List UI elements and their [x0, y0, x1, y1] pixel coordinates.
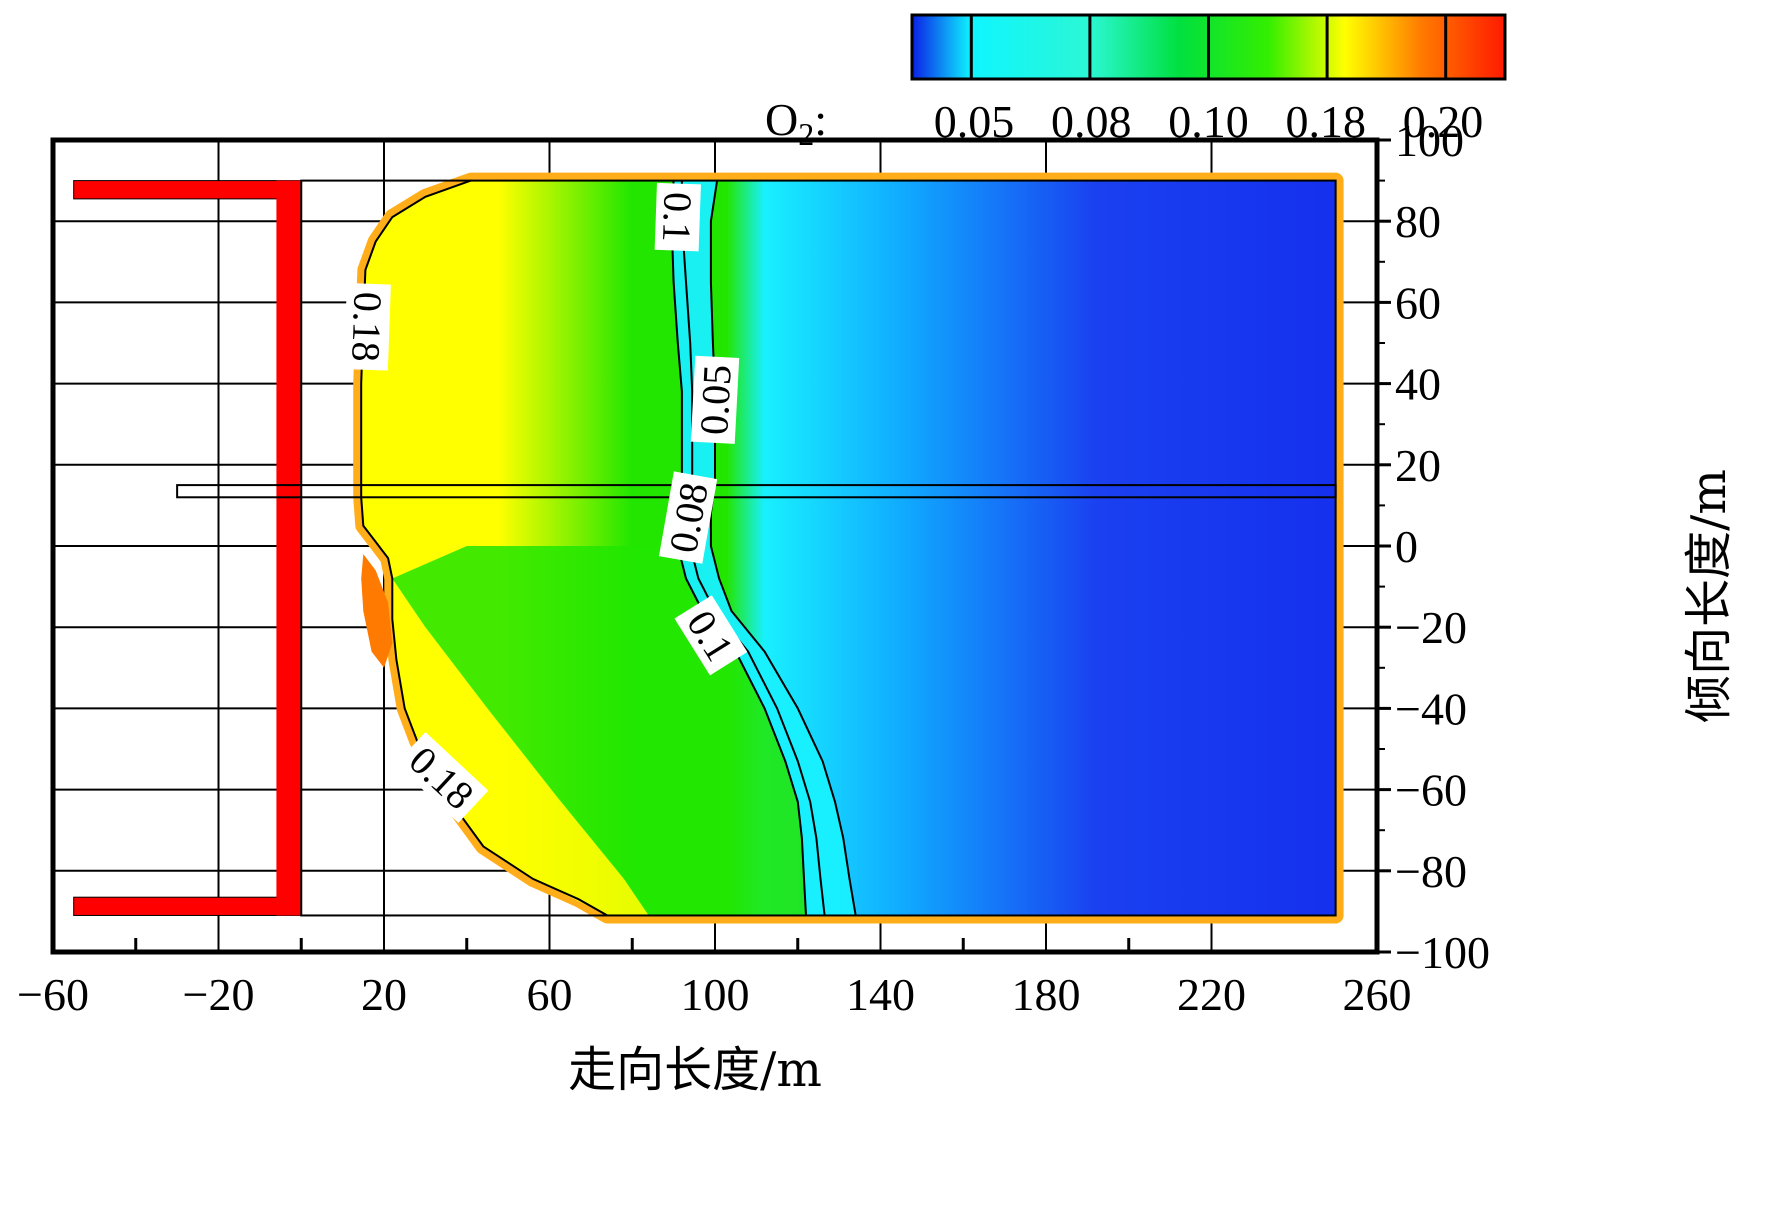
y-tick-label: 100 [1395, 115, 1464, 166]
y-tick-label: 60 [1395, 277, 1441, 328]
colorbar: 0.05 0.08 0.10 0.18 0.20 [910, 13, 1507, 147]
x-tick-label: 180 [1012, 969, 1081, 1020]
colorbar-tick-label: 0.05 [934, 96, 1015, 147]
x-tick-label: 260 [1343, 969, 1412, 1020]
working-face-bottom-arm [73, 896, 302, 916]
x-tick-label: 60 [527, 969, 573, 1020]
contour-label-text: 0.05 [691, 364, 740, 436]
colorbar-tick-label: 0.20 [1403, 96, 1484, 147]
contour-label-text: 0.1 [654, 191, 701, 243]
y-tick-label: −40 [1395, 683, 1467, 734]
x-tick-label: 20 [361, 969, 407, 1020]
contour-label-bg [658, 471, 718, 564]
y-tick-label: −20 [1395, 602, 1467, 653]
field-cyan-strip [671, 180, 856, 916]
mine-structure [73, 179, 1337, 917]
colorbar-tick-label: 0.08 [1051, 96, 1132, 147]
contour-label-bg [343, 283, 391, 371]
x-tick-label: 140 [846, 969, 915, 1020]
contour-label-bg [654, 182, 701, 252]
contour-label-1: 0.18 [343, 283, 391, 371]
roadway [176, 484, 1337, 499]
y-tick-label: 0 [1395, 521, 1418, 572]
working-face-wall [276, 180, 302, 916]
contour-label-2: 0.05 [690, 355, 740, 444]
x-tick-label: 220 [1177, 969, 1246, 1020]
working-face-top-arm [73, 180, 302, 200]
colorbar-title: O2: [765, 94, 827, 152]
y-axis-title: 倾向长度/m [1681, 469, 1737, 723]
contour-label-text: 0.18 [343, 291, 390, 363]
goaf-outline [300, 179, 1337, 917]
contour-0.1 [670, 180, 807, 916]
contour-label-0: 0.1 [654, 182, 701, 252]
y-tick-label: −60 [1395, 765, 1467, 816]
contour-label-bg [674, 595, 748, 676]
contour-label-bg [395, 731, 489, 823]
x-axis-title: 走向长度/m [568, 1042, 822, 1098]
contour-label-bg [690, 355, 740, 444]
oxygen-field [353, 172, 1344, 924]
field-yellow-band [392, 578, 649, 916]
x-tick-label: −20 [183, 969, 255, 1020]
y-tick-label: 20 [1395, 440, 1441, 491]
x-tick-label: 100 [681, 969, 750, 1020]
y-tick-label: −100 [1395, 927, 1490, 978]
axis-ticks: −60 −20 20 60 100 140 180 220 260 100 80 60 40 20 0 −20… [17, 115, 1490, 1020]
y-tick-label: −80 [1395, 846, 1467, 897]
y-tick-label: 80 [1395, 196, 1441, 247]
x-tick-label: −60 [17, 969, 89, 1020]
field-orange-lobe [361, 554, 393, 668]
y-tick-label: 40 [1395, 359, 1441, 410]
contour-0.05 [709, 180, 857, 916]
colorbar-tick-label: 0.10 [1168, 96, 1249, 147]
colorbar-tick-label: 0.18 [1286, 96, 1367, 147]
